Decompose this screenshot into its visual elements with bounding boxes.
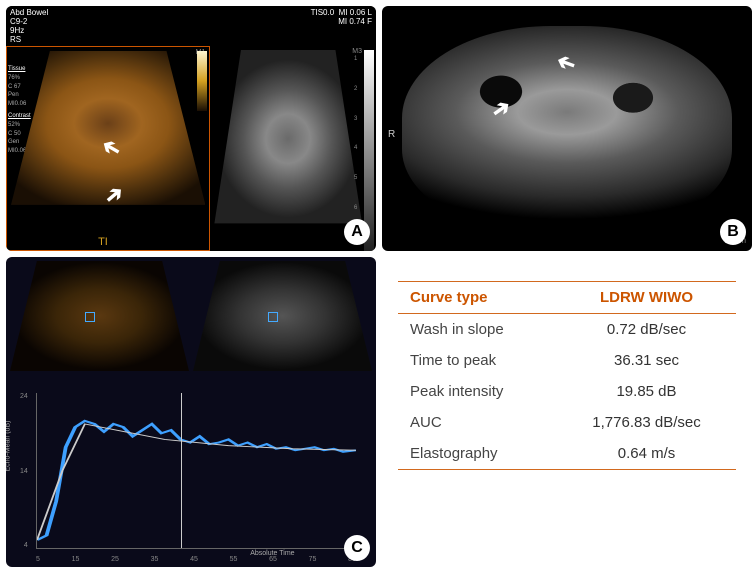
y-ticks: 24 14 4 <box>20 393 28 549</box>
panel-a-ultrasound: Abd Bowel C9-2 9Hz RS TIS0.0 MI 0.06 L M… <box>6 6 376 251</box>
tic-fit-curve <box>37 424 356 540</box>
mri-side-label: R <box>388 129 395 140</box>
sepia-colorbar <box>197 51 207 111</box>
time-cursor <box>181 393 182 548</box>
us-freq: 9Hz <box>10 26 24 35</box>
us-mi1: MI 0.06 L <box>339 8 372 17</box>
results-table-panel: Curve type LDRW WIWO Wash in slope 0.72 … <box>382 257 752 567</box>
panel-label-b: B <box>720 219 746 245</box>
th-value: LDRW WIWO <box>557 282 736 314</box>
us-probe: C9-2 <box>10 17 27 26</box>
roi-box-2 <box>268 312 278 322</box>
us-mi2: MI 0.74 F <box>338 17 372 26</box>
results-table: Curve type LDRW WIWO Wash in slope 0.72 … <box>398 281 736 470</box>
panel-label-c: C <box>344 535 370 561</box>
gray-colorbar <box>364 50 374 251</box>
depth-scale: 1 2 3 4 5 6 7 <box>354 56 362 241</box>
panel-c-tic: 1 cm 24 14 4 Echo-Mean (dB) Absolute Tim… <box>6 257 376 567</box>
table-row: Elastography 0.64 m/s <box>398 438 736 470</box>
tic-curve-svg <box>37 393 356 548</box>
panel-b-mri: ➔ ➔ R 10 cm B <box>382 6 752 251</box>
tic-thumb-contrast <box>10 261 189 383</box>
tic-scale: 1 cm <box>371 376 376 383</box>
table-row: Peak intensity 19.85 dB <box>398 376 736 407</box>
tic-curve <box>37 421 356 540</box>
table-row: AUC 1,776.83 dB/sec <box>398 407 736 438</box>
x-ticks: 5 15 25 35 45 55 65 75 85 <box>36 556 356 563</box>
tic-thumb-bmode: 1 cm <box>193 261 372 383</box>
th-curve-type: Curve type <box>398 282 557 314</box>
us-tis: TIS0.0 <box>311 8 335 17</box>
y-axis-label: Echo-Mean (dB) <box>6 421 12 472</box>
table-row: Time to peak 36.31 sec <box>398 345 736 376</box>
us-title: Abd Bowel <box>10 8 48 17</box>
roi-box <box>85 312 95 322</box>
ultrasound-header: Abd Bowel C9-2 9Hz RS TIS0.0 MI 0.06 L M… <box>6 6 376 46</box>
panel-label-a: A <box>344 219 370 245</box>
tic-graph: 24 14 4 Echo-Mean (dB) Absolute Time 5 1… <box>6 387 376 567</box>
us-contrast-view: M1 ➔ ➔ TI <box>6 46 210 251</box>
table-row: Wash in slope 0.72 dB/sec <box>398 314 736 346</box>
marker-m3: M3 <box>352 48 362 55</box>
us-mode: RS <box>10 35 21 44</box>
ti-label: TI <box>98 236 108 248</box>
